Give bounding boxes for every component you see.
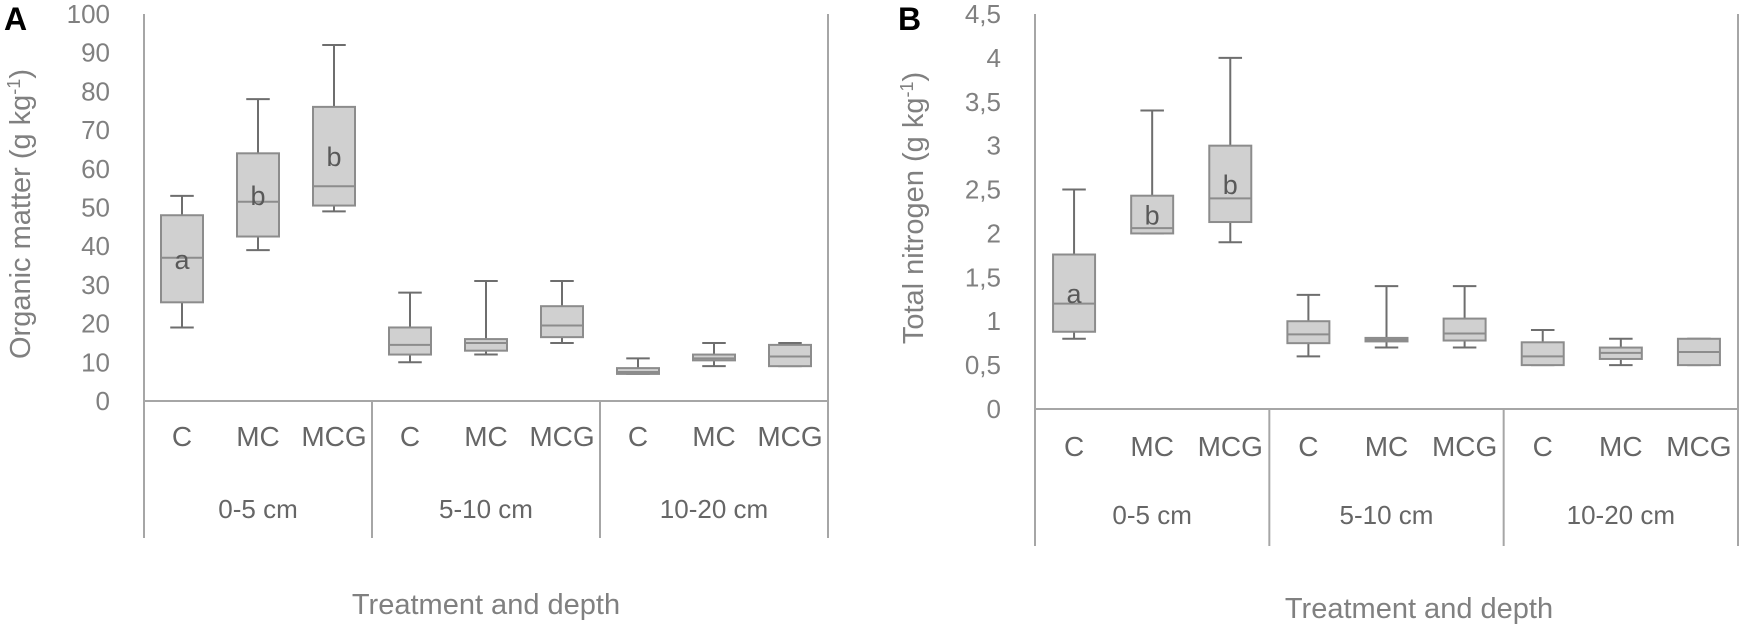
significance-letter: b <box>1223 170 1238 200</box>
box-plot <box>1364 285 1409 349</box>
box-plot <box>388 291 432 364</box>
y-tick-label: 2,5 <box>965 175 1001 205</box>
category-label: MC <box>692 421 736 452</box>
y-tick-label: 70 <box>81 115 110 145</box>
box-iqr <box>540 305 584 339</box>
category-label: C <box>628 421 648 452</box>
category-label: C <box>1298 431 1318 462</box>
significance-letter: a <box>174 245 190 275</box>
significance-letter: a <box>1067 279 1083 309</box>
box-plot <box>1520 329 1565 367</box>
box-plot <box>1286 293 1331 358</box>
box-iqr <box>1442 317 1487 342</box>
panel-b: B 0 0,5 1 1,5 2 2,5 3 3,5 4 4,5 0-5 cm C MC MCG 5-10 cm… <box>897 0 1739 625</box>
category-label: C <box>1064 431 1084 462</box>
box-plot <box>464 280 508 356</box>
category-label: MCG <box>529 421 594 452</box>
box-plot: a <box>160 194 204 329</box>
group-label: 0-5 cm <box>218 494 297 524</box>
y-tick-label: 2 <box>987 218 1001 248</box>
category-label: MC <box>1365 431 1409 462</box>
group-label: 10-20 cm <box>660 494 768 524</box>
box-iqr <box>1286 320 1331 345</box>
box-iqr <box>312 105 356 207</box>
box-iqr <box>1208 144 1253 224</box>
box-plot: a <box>1052 188 1097 340</box>
category-label: MCG <box>1198 431 1263 462</box>
panel-a: A 0 10 20 30 40 50 60 70 80 90 100 0-5 cm C MC MCG 5-10 … <box>4 0 829 621</box>
panel-letter: A <box>4 1 27 37</box>
category-label: MCG <box>301 421 366 452</box>
y-tick-label: 0 <box>96 386 110 416</box>
category-label: MCG <box>1432 431 1497 462</box>
box-plot <box>1676 337 1721 367</box>
box-iqr <box>464 338 508 352</box>
y-axis-title: Total nitrogen (g kg-1) <box>897 72 930 344</box>
y-tick-label: 0 <box>987 394 1001 424</box>
group-label: 0-5 cm <box>1112 500 1191 530</box>
significance-letter: b <box>1145 201 1160 231</box>
category-label: MCG <box>757 421 822 452</box>
box-plot: b <box>312 43 356 213</box>
category-label: MC <box>1599 431 1643 462</box>
y-tick-label: 1,5 <box>965 262 1001 292</box>
box-plot <box>692 341 736 368</box>
group-label: 5-10 cm <box>439 494 533 524</box>
x-axis-title: Treatment and depth <box>1285 593 1553 625</box>
box-iqr <box>1130 194 1175 235</box>
box-plot: b <box>1208 56 1253 244</box>
box-plot <box>616 357 660 375</box>
category-label: MC <box>464 421 508 452</box>
category-label: C <box>1533 431 1553 462</box>
box-plot <box>1442 285 1487 349</box>
y-tick-label: 4 <box>987 43 1001 73</box>
box-iqr <box>388 326 432 356</box>
category-label: C <box>172 421 192 452</box>
y-axis-title: Organic matter (g kg-1) <box>4 69 37 359</box>
y-tick-label: 3,5 <box>965 87 1001 117</box>
y-tick-label: 80 <box>81 76 110 106</box>
box-plot: b <box>1130 109 1175 235</box>
box-iqr <box>1052 253 1097 333</box>
y-tick-label: 10 <box>81 347 110 377</box>
significance-letter: b <box>326 142 341 172</box>
y-tick-label: 1 <box>987 306 1001 336</box>
y-tick-label: 4,5 <box>965 0 1001 29</box>
group-label: 5-10 cm <box>1340 500 1434 530</box>
category-label: MC <box>1130 431 1174 462</box>
box-iqr <box>1520 341 1565 367</box>
box-plot <box>768 341 812 368</box>
x-axis-title: Treatment and depth <box>352 589 620 621</box>
y-tick-label: 50 <box>81 193 110 223</box>
box-plot <box>540 280 584 344</box>
category-label: C <box>400 421 420 452</box>
category-label: MC <box>236 421 280 452</box>
category-label: MCG <box>1666 431 1731 462</box>
y-tick-label: 0,5 <box>965 350 1001 380</box>
panel-letter: B <box>898 1 921 37</box>
significance-letter: b <box>250 181 265 211</box>
y-tick-label: 100 <box>67 0 110 29</box>
box-iqr <box>236 152 280 238</box>
y-tick-label: 40 <box>81 231 110 261</box>
y-tick-label: 90 <box>81 38 110 68</box>
box-plot <box>1598 337 1643 367</box>
y-tick-label: 30 <box>81 270 110 300</box>
box-plot: b <box>236 98 280 252</box>
y-tick-label: 20 <box>81 309 110 339</box>
y-tick-label: 3 <box>987 131 1001 161</box>
y-tick-label: 60 <box>81 154 110 184</box>
group-label: 10-20 cm <box>1567 500 1675 530</box>
